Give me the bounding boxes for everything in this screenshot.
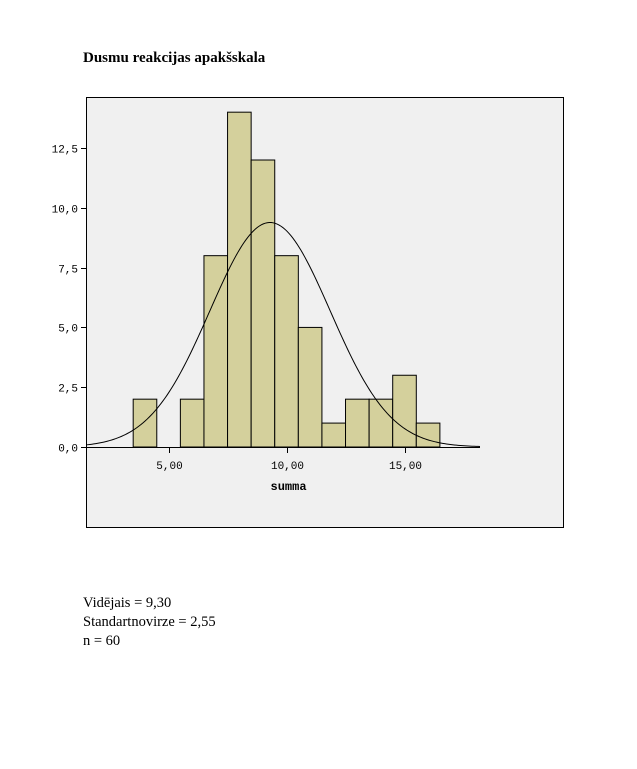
mean-text: Vidējais = 9,30: [83, 595, 172, 611]
x-tick-label: 10,00: [271, 461, 304, 473]
histogram-bar: [132, 398, 158, 448]
histogram-bar: [227, 111, 252, 448]
x-axis-title: summa: [271, 480, 307, 494]
y-tick-label: 0,0: [58, 444, 78, 456]
histogram-bar: [297, 326, 323, 448]
y-tick-label: 2,5: [58, 384, 78, 396]
histogram-bar: [345, 398, 370, 448]
normal-curve: [85, 222, 481, 447]
y-tick-label: 12,5: [52, 145, 78, 157]
y-tick-label: 5,0: [58, 324, 78, 336]
y-tick-label: 10,0: [52, 205, 78, 217]
histogram-bar: [250, 159, 276, 448]
x-tick-label: 15,00: [389, 461, 422, 473]
bars-layer: [132, 111, 441, 448]
histogram-bar: [321, 422, 347, 448]
histogram-bar: [274, 255, 299, 448]
histogram-bar: [415, 422, 441, 448]
chart-title: Dusmu reakcijas apakšskala: [83, 50, 266, 66]
histogram-bar: [392, 374, 417, 448]
histogram-bar: [179, 398, 205, 448]
plot-frame: [86, 97, 564, 528]
axes-layer: 0,0 2,5 5,0 7,5 10,0 12,5 5,00 10,00 15,00 summa: [52, 145, 480, 494]
y-tick-label: 7,5: [58, 265, 78, 277]
statistics-summary: Vidējais = 9,30 Standartnovirze = 2,55 n…: [83, 594, 216, 651]
x-tick-label: 5,00: [156, 461, 182, 473]
histogram-bar: [203, 255, 229, 448]
std-dev-text: Standartnovirze = 2,55: [83, 614, 216, 630]
count-text: n = 60: [83, 633, 121, 649]
